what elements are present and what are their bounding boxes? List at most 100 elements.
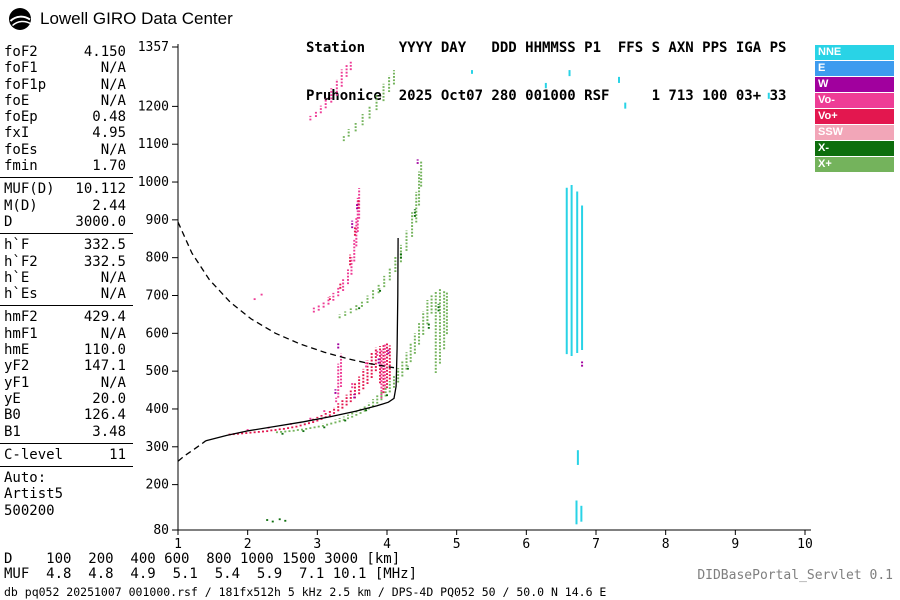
param-value: 1.70 <box>92 158 126 175</box>
station-header-line1: Station YYYY DAY DDD HHMMSS P1 FFS S AXN… <box>306 40 787 56</box>
param-value: 20.0 <box>92 390 126 407</box>
y-tick-label: 1200 <box>138 99 169 114</box>
param-value: N/A <box>100 92 126 109</box>
y-tick-label: 700 <box>146 288 169 303</box>
trace-x-mode-second-order <box>338 160 423 319</box>
trace-x-mode-second-order-sprinkle <box>358 209 416 310</box>
param-row-h`Es: h`Es N/A <box>4 286 126 302</box>
param-value: N/A <box>100 269 126 286</box>
param-value: 3000.0 <box>75 213 126 230</box>
param-label: foF2 <box>4 44 38 60</box>
trace-o-mode-first-order <box>228 343 391 436</box>
y-tick-label: 80 <box>153 523 169 538</box>
legend-item-Vo+: Vo+ <box>815 109 894 124</box>
trace-x-mode-third-order <box>342 70 395 142</box>
logo-text: Lowell GIRO Data Center <box>40 9 233 28</box>
param-row-h`F2: h`F2 332.5 <box>4 254 126 270</box>
param-label: h`E <box>4 269 30 286</box>
trace-o-mode-spread <box>246 292 386 431</box>
axes <box>172 44 811 535</box>
param-value: 11 <box>109 446 126 463</box>
param-value: 4.150 <box>83 44 126 60</box>
y-tick-label: 600 <box>146 326 169 341</box>
param-label: hmF1 <box>4 325 38 342</box>
trace-nne-scatter-top <box>470 70 770 109</box>
param-label: hmE <box>4 342 30 359</box>
trace-w-scatter <box>334 159 584 399</box>
y-tick-label: 1100 <box>138 137 169 152</box>
param-label: foEs <box>4 141 38 158</box>
param-value: 110.0 <box>83 342 126 359</box>
param-row-MUF(D): MUF(D) 10.112 <box>4 181 126 197</box>
param-label: fmin <box>4 158 38 175</box>
trace-x-mode-first-order-sprinkle <box>266 303 440 523</box>
x-tick-label: 7 <box>592 537 600 552</box>
param-row-M(D): M(D) 2.44 <box>4 198 126 214</box>
panel-separator <box>0 305 133 307</box>
param-label: M(D) <box>4 197 38 214</box>
param-label: yF1 <box>4 374 30 391</box>
trace-o-mode-second-order <box>312 188 361 313</box>
param-label: MUF(D) <box>4 181 55 198</box>
param-value: N/A <box>100 286 126 303</box>
param-value: N/A <box>100 60 126 77</box>
muf-values-row: MUF 4.8 4.8 4.9 5.1 5.4 5.9 7.1 10.1 [MH… <box>4 566 418 582</box>
param-label: h`F2 <box>4 253 38 270</box>
muf-distance-row: D 100 200 400 600 800 1000 1500 3000 [km… <box>4 551 401 567</box>
param-value: 4.95 <box>92 125 126 142</box>
param-value: N/A <box>100 76 126 93</box>
y-tick-label: 1357 <box>138 40 169 55</box>
legend-item-X+: X+ <box>815 157 894 172</box>
param-label: foE <box>4 92 30 109</box>
panel-separator <box>0 442 133 444</box>
x-tick-label: 3 <box>313 537 321 552</box>
param-row-h`F: h`F 332.5 <box>4 237 126 253</box>
param-value: 332.5 <box>83 237 126 254</box>
param-row-B1: B1 3.48 <box>4 424 126 440</box>
param-row-yE: yE 20.0 <box>4 391 126 407</box>
station-header: Station YYYY DAY DDD HHMMSS P1 FFS S AXN… <box>306 8 786 120</box>
param-row-h`E: h`E N/A <box>4 270 126 286</box>
param-row-yF2: yF2 147.1 <box>4 358 126 374</box>
curve-true-height-profile <box>205 237 399 442</box>
echo-direction-legend: NNE E W Vo- Vo+ SSW X- X+ <box>815 45 894 173</box>
param-row-fxI: fxI 4.95 <box>4 125 126 141</box>
trace-x-mode-first-order <box>275 288 448 434</box>
y-tick-label: 500 <box>146 364 169 379</box>
param-label: fxI <box>4 125 30 142</box>
y-tick-label: 200 <box>146 478 169 493</box>
station-header-line2: Pruhonice 2025 Oct07 280 001000 RSF 1 71… <box>306 88 787 104</box>
param-value: N/A <box>100 141 126 158</box>
panel-separator <box>0 177 133 179</box>
param-label: yE <box>4 390 21 407</box>
param-row-D: D 3000.0 <box>4 214 126 230</box>
param-label: foEp <box>4 109 38 126</box>
panel-separator <box>0 466 133 468</box>
trace-o-mode-third-order <box>309 61 352 121</box>
legend-item-W: W <box>815 77 894 92</box>
y-tick-label: 400 <box>146 402 169 417</box>
param-row-foF2: foF2 4.150 <box>4 44 126 60</box>
param-label: h`Es <box>4 286 38 303</box>
param-value: 2.44 <box>92 197 126 214</box>
param-row-foE: foE N/A <box>4 93 126 109</box>
trace-o-mode-second-order-sprinkle <box>328 199 360 301</box>
curve-transmission-curve <box>177 221 395 369</box>
param-value: 10.112 <box>75 181 126 198</box>
param-label: foF1p <box>4 76 47 93</box>
param-row-foEp: foEp 0.48 <box>4 109 126 125</box>
y-tick-label: 1000 <box>138 175 169 190</box>
x-tick-label: 1 <box>174 537 182 552</box>
param-value: 126.4 <box>83 407 126 424</box>
x-tick-label: 10 <box>797 537 813 552</box>
param-label: B1 <box>4 423 21 440</box>
param-row-yF1: yF1 N/A <box>4 375 126 391</box>
legend-item-Vo-: Vo- <box>815 93 894 108</box>
param-label: yF2 <box>4 358 30 375</box>
x-tick-label: 4 <box>383 537 391 552</box>
servlet-version: DIDBasePortal_Servlet 0.1 <box>697 568 893 583</box>
param-row-fmin: fmin 1.70 <box>4 158 126 174</box>
record-info-line: db pq052 20251007 001000.rsf / 181fx512h… <box>4 585 607 599</box>
